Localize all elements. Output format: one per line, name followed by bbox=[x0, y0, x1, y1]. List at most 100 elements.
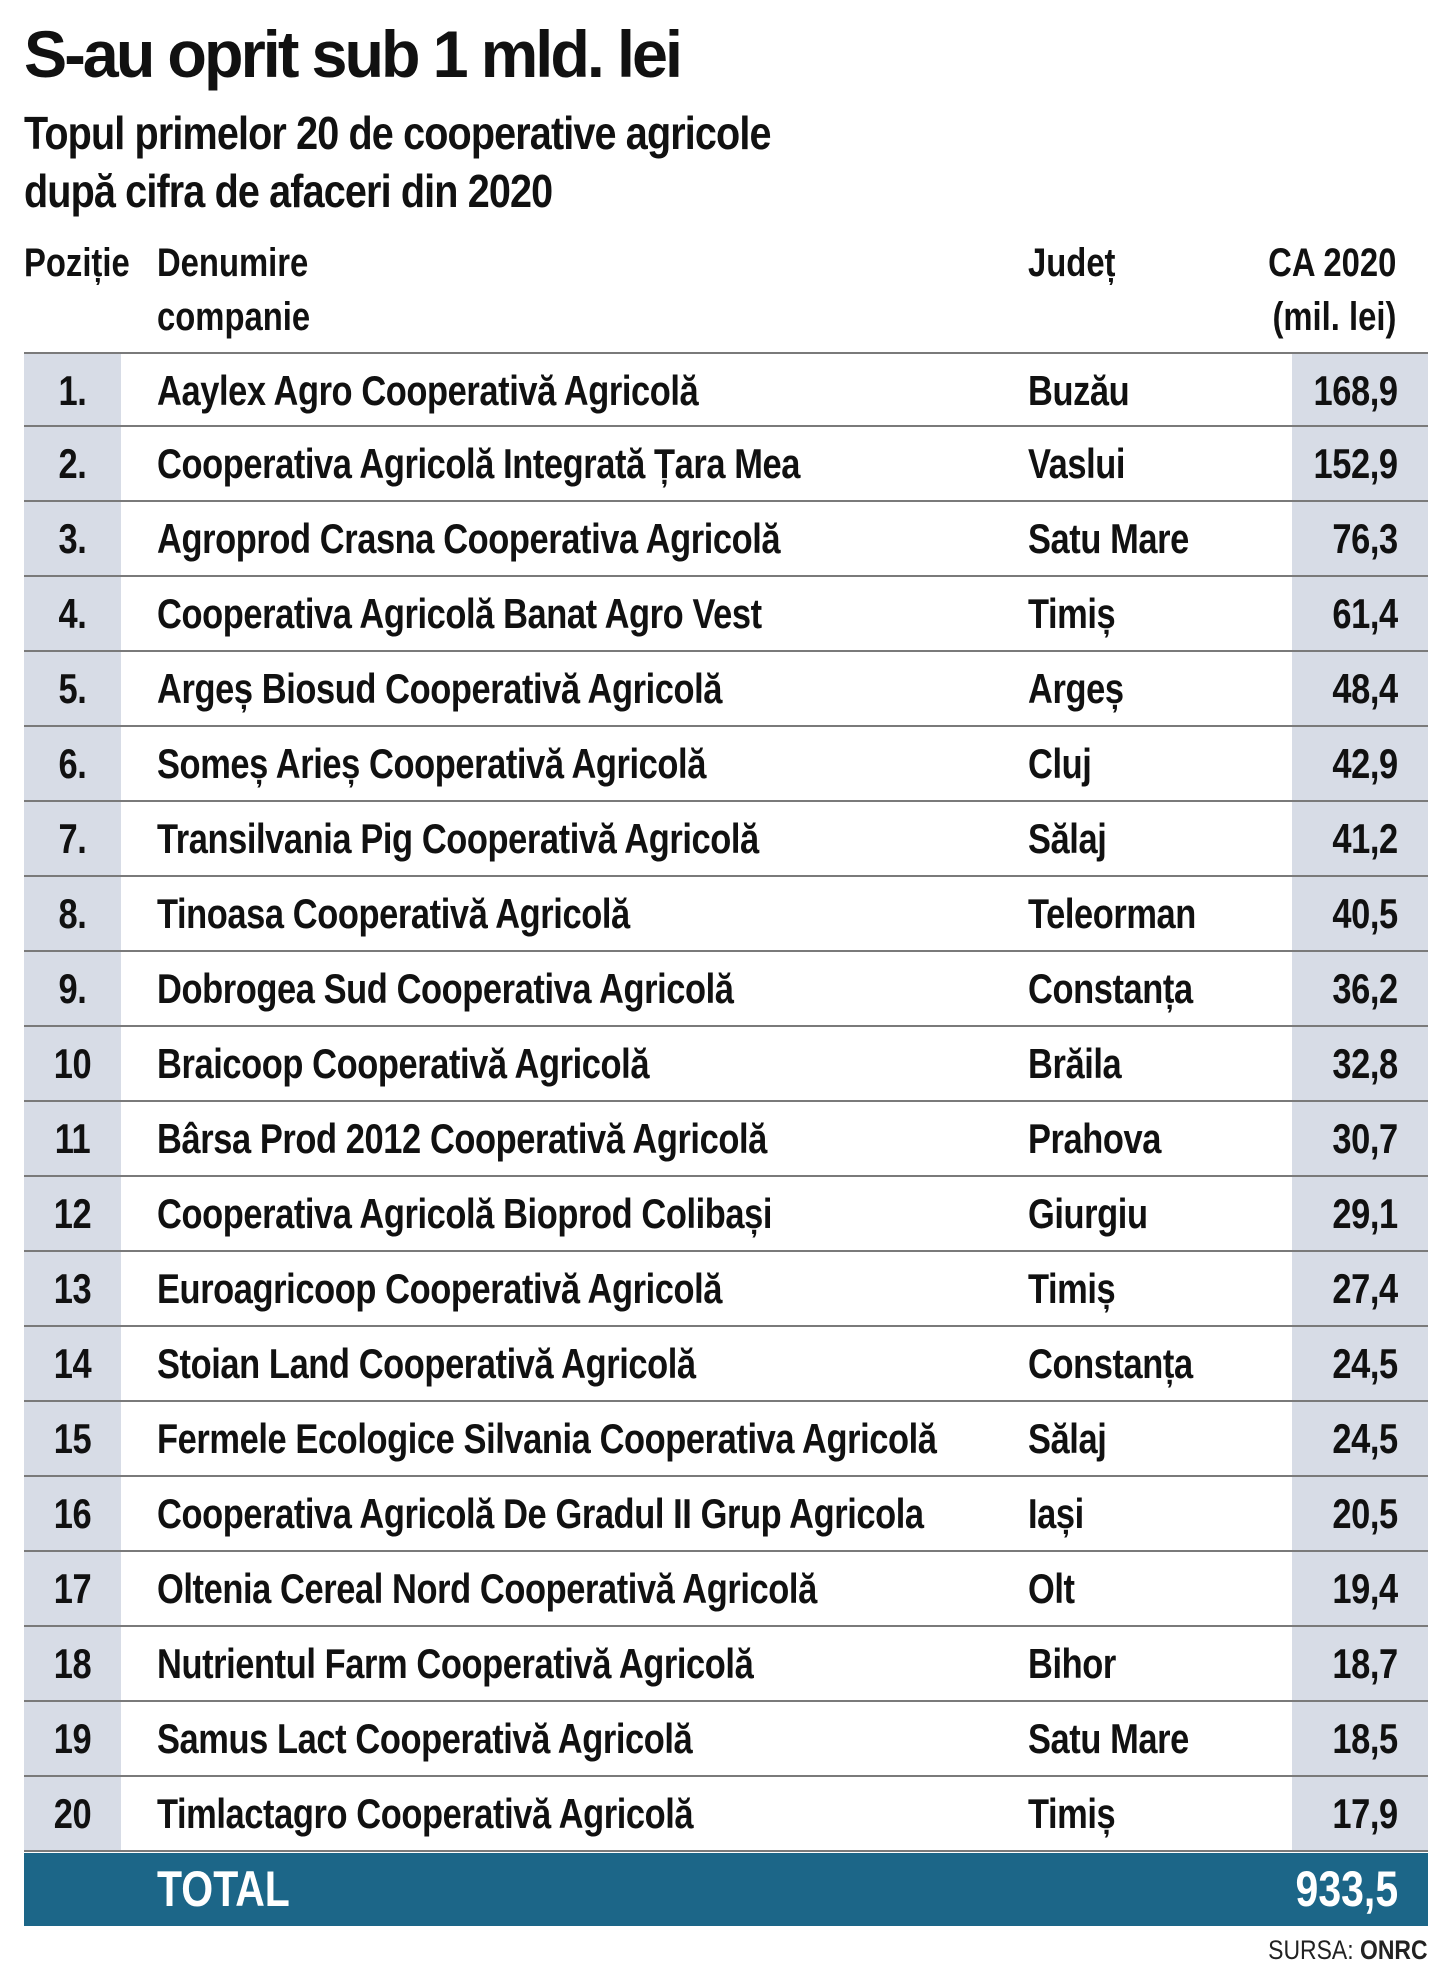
revenue-cell-background bbox=[1292, 802, 1428, 875]
subtitle-line-2: după cifra de afaceri din 2020 bbox=[24, 165, 553, 217]
position-cell-background bbox=[24, 1177, 121, 1250]
revenue-cell-background bbox=[1292, 727, 1428, 800]
row-company-name: Stoian Land Cooperativă Agricolă bbox=[157, 1340, 696, 1387]
row-company-name: Dobrogea Sud Cooperativa Agricolă bbox=[157, 965, 734, 1012]
row-position: 13 bbox=[53, 1265, 92, 1312]
row-revenue: 24,5 bbox=[1332, 1340, 1399, 1387]
row-position: 12 bbox=[53, 1190, 92, 1237]
row-revenue: 32,8 bbox=[1332, 1040, 1399, 1087]
table-row: 19 Samus Lact Cooperativă Agricolă Satu Ma… bbox=[24, 1702, 1428, 1777]
row-revenue: 76,3 bbox=[1332, 515, 1399, 562]
row-revenue: 48,4 bbox=[1332, 665, 1399, 712]
row-company-name: Euroagricoop Cooperativă Agricolă bbox=[157, 1265, 723, 1312]
row-county: Giurgiu bbox=[1028, 1190, 1148, 1237]
row-county: Timiș bbox=[1028, 1790, 1116, 1837]
row-revenue: 41,2 bbox=[1332, 815, 1399, 862]
row-revenue: 30,7 bbox=[1332, 1115, 1399, 1162]
row-revenue: 27,4 bbox=[1332, 1265, 1399, 1312]
row-county: Prahova bbox=[1028, 1115, 1162, 1162]
row-position: 4. bbox=[58, 590, 87, 637]
position-cell-background bbox=[24, 427, 121, 500]
source-label: SURSA: bbox=[1268, 1935, 1355, 1965]
ranking-table: 1. Aaylex Agro Cooperativă Agricolă Buzău 1… bbox=[24, 352, 1428, 1852]
row-company-name: Nutrientul Farm Cooperativă Agricolă bbox=[157, 1640, 754, 1687]
table-row: 7. Transilvania Pig Cooperativă Agricolă S… bbox=[24, 802, 1428, 877]
table-row: 14 Stoian Land Cooperativă Agricolă Consta… bbox=[24, 1327, 1428, 1402]
revenue-cell-background bbox=[1292, 1627, 1428, 1700]
position-cell-background bbox=[24, 1702, 121, 1775]
source-name: ONRC bbox=[1360, 1935, 1428, 1965]
table-row: 9. Dobrogea Sud Cooperativa Agricolă Const… bbox=[24, 952, 1428, 1027]
row-position: 11 bbox=[54, 1115, 91, 1162]
row-position: 18 bbox=[53, 1640, 92, 1687]
row-position: 8. bbox=[58, 890, 87, 937]
table-row: 6. Someș Arieș Cooperativă Agricolă Cluj 42… bbox=[24, 727, 1428, 802]
row-position: 2. bbox=[58, 440, 87, 487]
row-company-name: Cooperativa Agricolă Banat Agro Vest bbox=[157, 590, 762, 637]
row-county: Buzău bbox=[1028, 367, 1130, 414]
row-position: 20 bbox=[53, 1790, 92, 1837]
revenue-cell-background bbox=[1292, 1402, 1428, 1475]
row-position: 15 bbox=[53, 1415, 92, 1462]
position-cell-background bbox=[24, 1627, 121, 1700]
table-row: 4. Cooperativa Agricolă Banat Agro Vest Ti… bbox=[24, 577, 1428, 652]
revenue-cell-background bbox=[1292, 1477, 1428, 1550]
revenue-cell-background bbox=[1292, 877, 1428, 950]
header-county: Județ bbox=[1028, 241, 1116, 285]
row-company-name: Tinoasa Cooperativă Agricolă bbox=[157, 890, 630, 937]
table-row: 13 Euroagricoop Cooperativă Agricolă Timiș… bbox=[24, 1252, 1428, 1327]
source-credit: SURSA: ONRC bbox=[1269, 1934, 1428, 1966]
row-position: 19 bbox=[53, 1715, 92, 1762]
row-revenue: 61,4 bbox=[1332, 590, 1399, 637]
row-company-name: Cooperativa Agricolă De Gradul II Grup A… bbox=[157, 1490, 924, 1537]
row-position: 7. bbox=[58, 815, 87, 862]
row-position: 9. bbox=[58, 965, 87, 1012]
row-position: 16 bbox=[53, 1490, 92, 1537]
row-company-name: Oltenia Cereal Nord Cooperativă Agricolă bbox=[157, 1565, 817, 1612]
position-cell-background bbox=[24, 1252, 121, 1325]
row-revenue: 40,5 bbox=[1332, 890, 1399, 937]
row-company-name: Agroprod Crasna Cooperativa Agricolă bbox=[157, 515, 781, 562]
row-county: Sălaj bbox=[1028, 815, 1107, 862]
row-county: Sălaj bbox=[1028, 1415, 1107, 1462]
revenue-cell-background bbox=[1292, 1552, 1428, 1625]
revenue-cell-background bbox=[1292, 354, 1428, 425]
header-revenue: CA 2020 (mil. lei) bbox=[1268, 236, 1396, 344]
table-row: 2. Cooperativa Agricolă Integrată Țara Me… bbox=[24, 427, 1428, 502]
row-company-name: Transilvania Pig Cooperativă Agricolă bbox=[157, 815, 759, 862]
row-position: 3. bbox=[58, 515, 87, 562]
revenue-cell-background bbox=[1292, 1102, 1428, 1175]
row-position: 17 bbox=[53, 1565, 92, 1612]
table-row: 8. Tinoasa Cooperativă Agricolă Teleorman 4… bbox=[24, 877, 1428, 952]
row-county: Constanța bbox=[1028, 965, 1193, 1012]
row-revenue: 24,5 bbox=[1332, 1415, 1399, 1462]
row-company-name: Timlactagro Cooperativă Agricolă bbox=[157, 1790, 694, 1837]
row-revenue: 36,2 bbox=[1332, 965, 1399, 1012]
row-county: Vaslui bbox=[1028, 440, 1126, 487]
position-cell-background bbox=[24, 1327, 121, 1400]
row-county: Satu Mare bbox=[1028, 515, 1189, 562]
table-row: 18 Nutrientul Farm Cooperativă Agricolă Bi… bbox=[24, 1627, 1428, 1702]
table-row: 10 Braicoop Cooperativă Agricolă Brăila 32,… bbox=[24, 1027, 1428, 1102]
table-row: 15 Fermele Ecologice Silvania Cooperativa… bbox=[24, 1402, 1428, 1477]
row-revenue: 18,7 bbox=[1332, 1640, 1399, 1687]
table-row: 12 Cooperativa Agricolă Bioprod Colibași G… bbox=[24, 1177, 1428, 1252]
revenue-cell-background bbox=[1292, 427, 1428, 500]
row-county: Bihor bbox=[1028, 1640, 1116, 1687]
row-county: Brăila bbox=[1028, 1040, 1122, 1087]
row-county: Teleorman bbox=[1028, 890, 1196, 937]
row-county: Satu Mare bbox=[1028, 1715, 1189, 1762]
table-row: 20 Timlactagro Cooperativă Agricolă Timiș 1… bbox=[24, 1777, 1428, 1852]
row-revenue: 152,9 bbox=[1313, 440, 1399, 487]
position-cell-background bbox=[24, 877, 121, 950]
position-cell-background bbox=[24, 952, 121, 1025]
header-revenue-line-1: CA 2020 bbox=[1267, 241, 1396, 285]
subtitle-line-1: Topul primelor 20 de cooperative agricol… bbox=[24, 107, 772, 159]
position-cell-background bbox=[24, 502, 121, 575]
row-company-name: Cooperativa Agricolă Integrată Țara Mea bbox=[157, 440, 801, 487]
total-value: 933,5 bbox=[1295, 1861, 1398, 1917]
table-header: Poziție Denumire companie Județ CA 2020 … bbox=[0, 236, 1438, 344]
row-county: Timiș bbox=[1028, 590, 1116, 637]
table-row: 5. Argeș Biosud Cooperativă Agricolă Argeș… bbox=[24, 652, 1428, 727]
